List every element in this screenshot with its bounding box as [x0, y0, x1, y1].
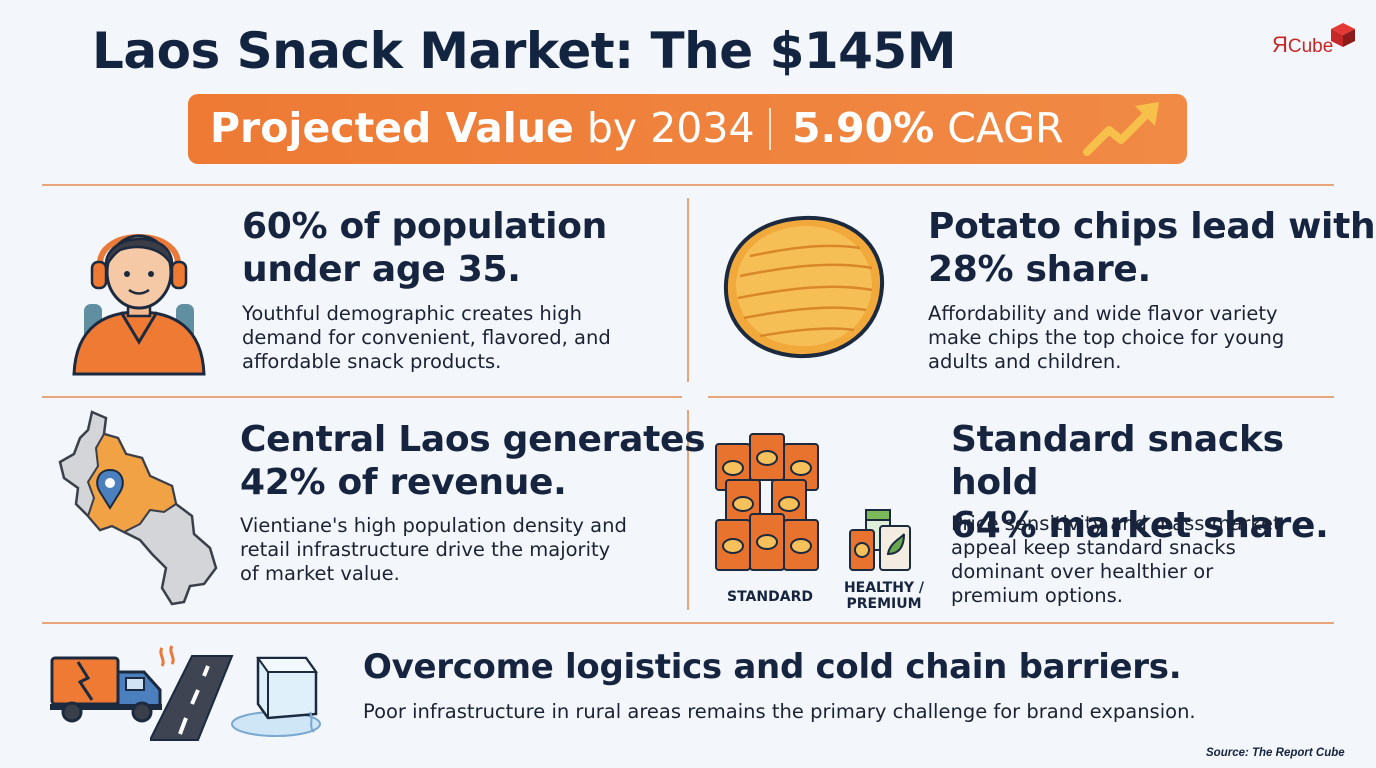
location-pin-icon [96, 468, 124, 510]
population-heading: 60% of population under age 35. [242, 206, 607, 290]
source-credit: Source: The Report Cube [1206, 747, 1345, 759]
logo-text: Cube [1287, 36, 1334, 57]
standard-label: STANDARD [727, 589, 813, 605]
divider-middle-right [708, 396, 1334, 398]
projected-value-text: Projected Value by 2034 [210, 104, 755, 152]
person-headphones-icon [72, 234, 206, 376]
projection-banner: Projected Value by 2034 5.90% CAGR [188, 94, 1187, 164]
logo-mark: Я [1272, 32, 1288, 57]
ice-cube-icon [231, 656, 321, 737]
page-title: Laos Snack Market: The $145M [92, 22, 956, 80]
cube-icon [1331, 23, 1355, 47]
standard-snacks-heading: Standard snacks hold 64% market share. [951, 419, 1329, 546]
road-icon [150, 645, 234, 741]
snack-bags-icon [715, 433, 911, 571]
divider-middle-left [42, 396, 682, 398]
divider-top [42, 184, 1334, 186]
divider-vertical-bottom [687, 410, 689, 610]
central-laos-description: Vientiane's high population density and … [240, 514, 627, 585]
logistics-description: Poor infrastructure in rural areas remai… [363, 700, 1196, 723]
truck-icon [50, 656, 162, 723]
laos-map-icon [58, 410, 218, 606]
central-laos-heading: Central Laos generates 42% of revenue. [240, 419, 706, 503]
report-cube-logo: ЯCube [1272, 22, 1358, 62]
divider-vertical-top [687, 198, 689, 382]
divider-bottom [42, 622, 1334, 624]
chips-heading: Potato chips lead with 28% share. [928, 206, 1376, 290]
cagr-text: 5.90% CAGR [792, 104, 1064, 152]
potato-chip-icon [723, 215, 885, 359]
banner-divider [769, 108, 771, 150]
population-description: Youthful demographic creates high demand… [242, 302, 611, 373]
standard-snacks-description: Price sensitivity and mass-market appeal… [951, 512, 1281, 607]
healthy-premium-label: HEALTHY / PREMIUM [843, 580, 925, 612]
logistics-heading: Overcome logistics and cold chain barrie… [363, 647, 1182, 687]
trend-arrow-icon [1083, 102, 1159, 156]
chips-description: Affordability and wide flavor variety ma… [928, 302, 1285, 373]
